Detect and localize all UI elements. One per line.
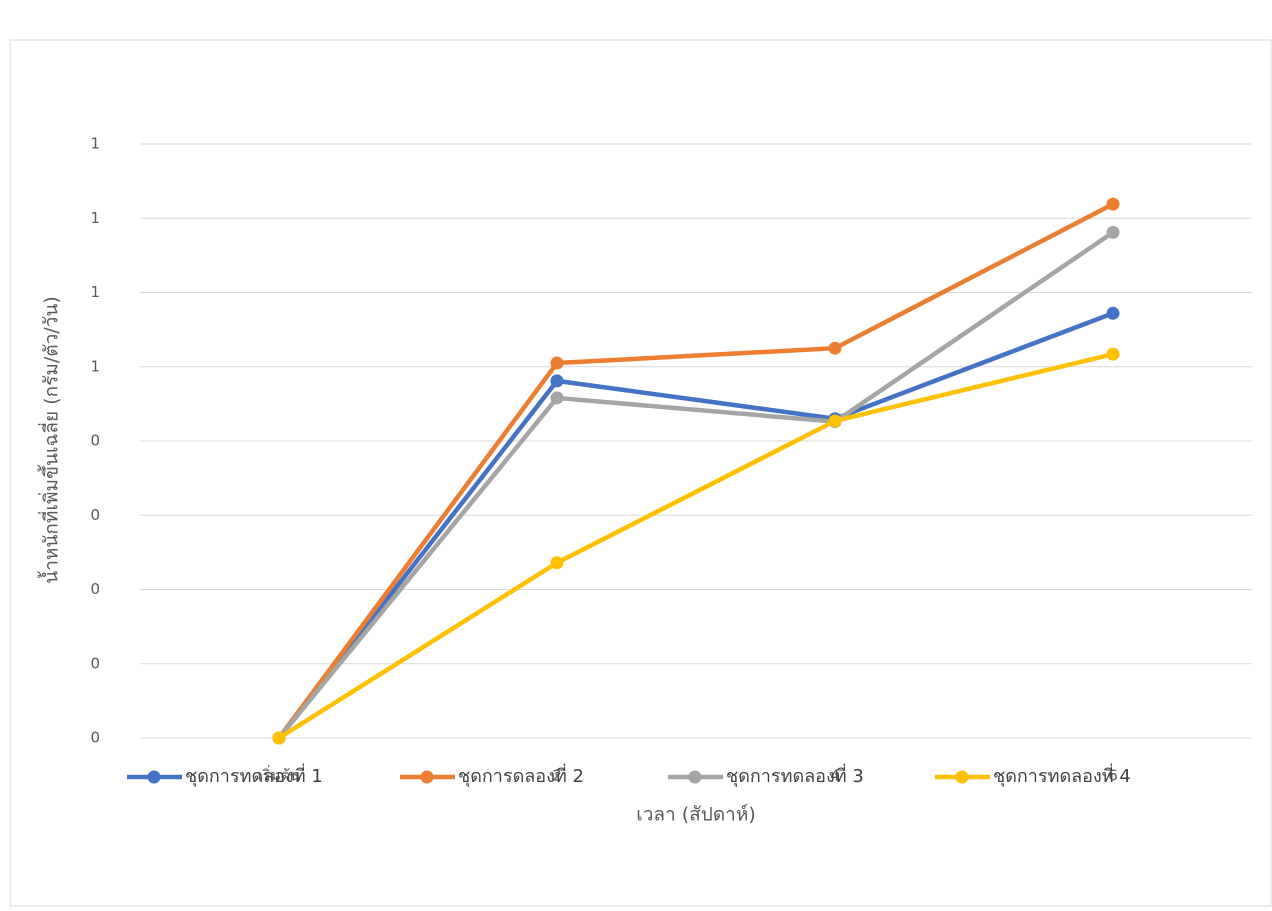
series-line	[276, 311, 1116, 741]
series-marker	[1106, 347, 1120, 361]
series-line	[276, 201, 1116, 741]
chart-frame	[9, 39, 1272, 907]
x-axis-title: เวลา (สัปดาห์)	[636, 804, 756, 826]
series-marker	[550, 556, 564, 570]
x-tick-label: 2	[552, 767, 562, 785]
series-line	[276, 230, 1116, 741]
legend-text: ชุดการทดลองที่ 1	[185, 763, 323, 787]
x-tick-label: 6	[1108, 767, 1118, 785]
series-marker	[828, 341, 842, 355]
x-tick-label: 4	[830, 767, 840, 785]
y-tick-label: 1	[90, 283, 100, 301]
y-tick-label: 1	[90, 135, 100, 153]
y-tick-label: 1	[90, 209, 100, 227]
series-marker	[272, 731, 286, 745]
series-marker	[1106, 197, 1120, 211]
series-marker	[828, 414, 842, 428]
series-marker	[550, 374, 564, 388]
x-tick-label: เริ่มต้น	[257, 765, 300, 785]
legend-text: ชุดการดลองที่ 2	[458, 763, 584, 787]
legend-text: ชุดการทดลองที่ 3	[726, 763, 864, 787]
series-line	[276, 351, 1116, 741]
series-marker	[1106, 225, 1120, 239]
legend-marker	[688, 770, 702, 784]
series-marker	[1106, 306, 1120, 320]
y-tick-label: 0	[90, 432, 100, 450]
y-tick-label: 1	[90, 357, 100, 375]
series-marker	[550, 391, 564, 405]
y-axis-title: น้ำหนักที่เพิ่มขึ้นเฉลี่ย (กรัม/ตัว/วัน)	[38, 296, 63, 584]
legend-marker	[147, 770, 161, 784]
series-marker	[550, 356, 564, 370]
y-tick-label: 0	[90, 729, 100, 747]
y-tick-label: 0	[90, 654, 100, 672]
y-tick-label: 0	[90, 506, 100, 524]
legend-marker	[420, 770, 434, 784]
legend-marker	[955, 770, 969, 784]
y-tick-label: 0	[90, 580, 100, 598]
legend-text: ชุดการทดลองที่ 4	[993, 763, 1131, 787]
